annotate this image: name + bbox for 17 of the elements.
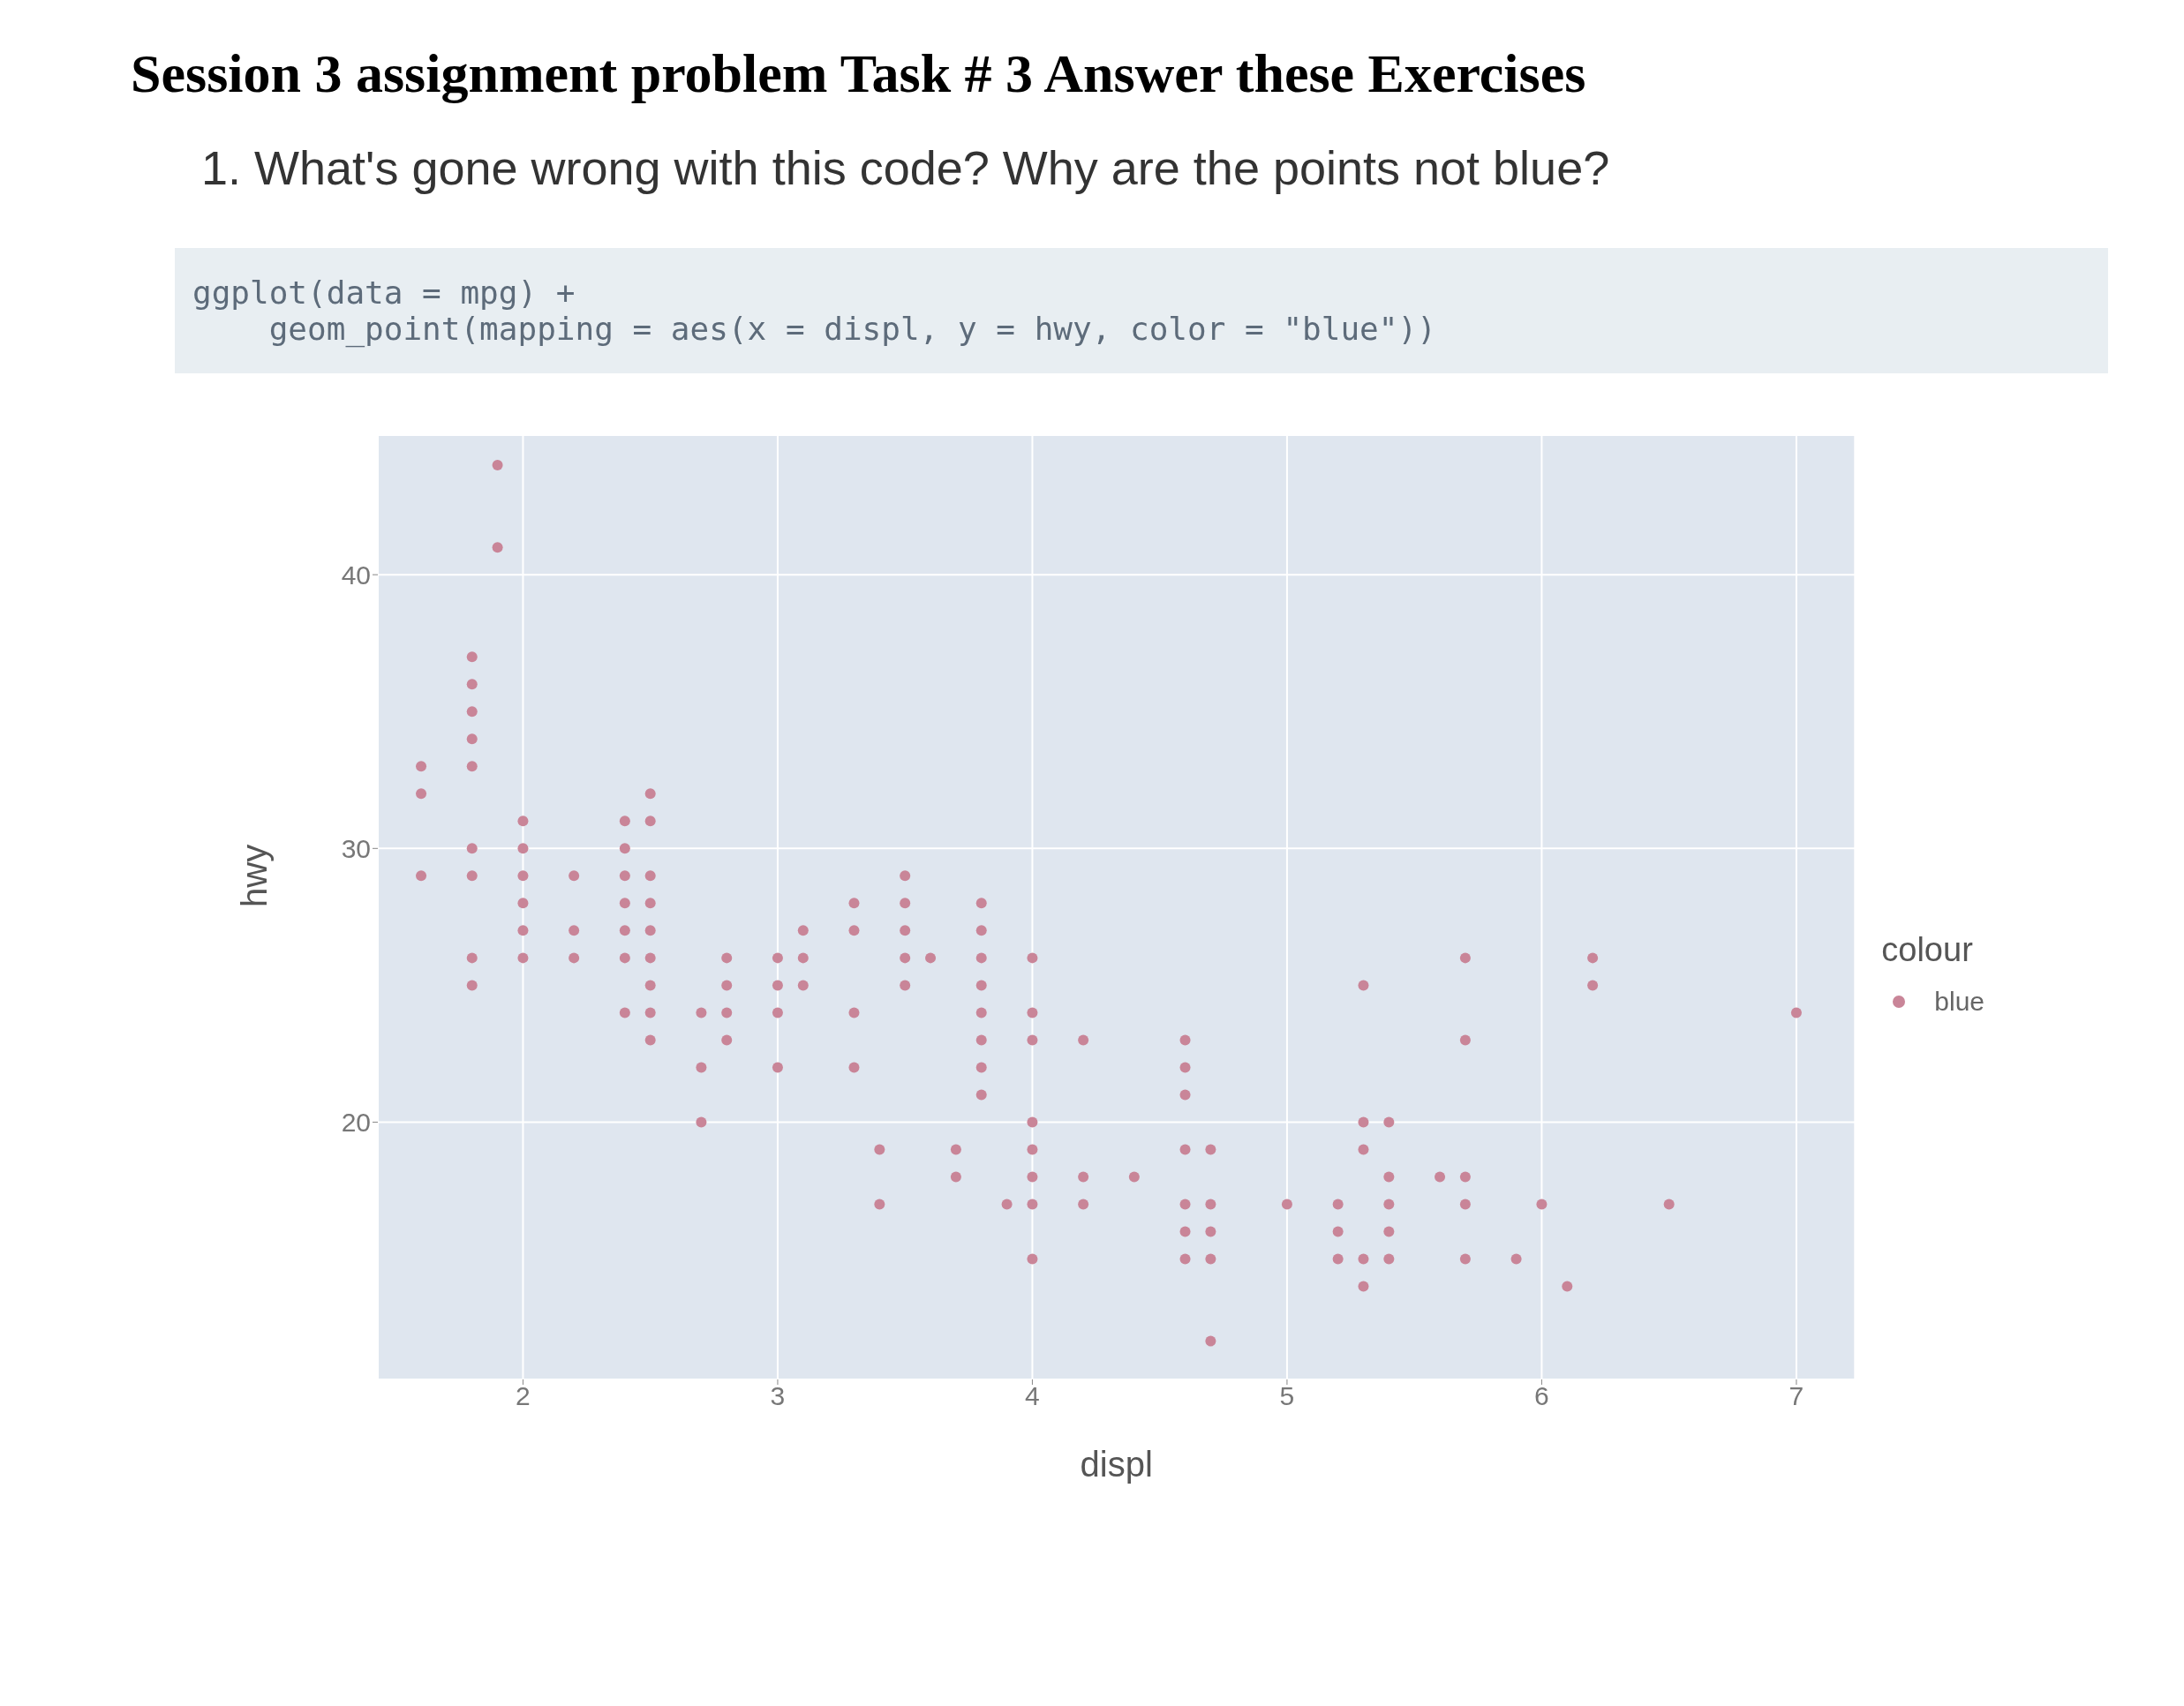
y-axis-title: hwy bbox=[235, 844, 275, 907]
y-tick-label: 40 bbox=[341, 560, 371, 590]
y-tick-label: 20 bbox=[341, 1108, 371, 1138]
chart-subtitle: 1. What's gone wrong with this code? Why are the points not blue? bbox=[201, 140, 1611, 195]
text: ggplot(data = mpg) + bbox=[192, 274, 576, 311]
x-tick-label: 7 bbox=[1789, 1381, 1804, 1411]
x-tick-label: 4 bbox=[1025, 1381, 1040, 1411]
legend-title: colour bbox=[1881, 930, 1974, 969]
x-tick-label: 3 bbox=[770, 1381, 786, 1411]
text: geom_point(mapping = aes(x = displ, y = hwy, color = "blue")) bbox=[267, 311, 1437, 347]
x-tick-label: 6 bbox=[1534, 1381, 1549, 1411]
x-tick-label: 5 bbox=[1279, 1381, 1295, 1411]
y-tick-label: 30 bbox=[341, 833, 371, 863]
legend-label: blue bbox=[1934, 986, 1984, 1017]
x-axis-title: displ bbox=[1080, 1445, 1153, 1484]
x-tick-label: 2 bbox=[516, 1381, 531, 1411]
chart-title: Session 3 assignment problem Task # 3 Answer these Exercises bbox=[131, 42, 1587, 105]
